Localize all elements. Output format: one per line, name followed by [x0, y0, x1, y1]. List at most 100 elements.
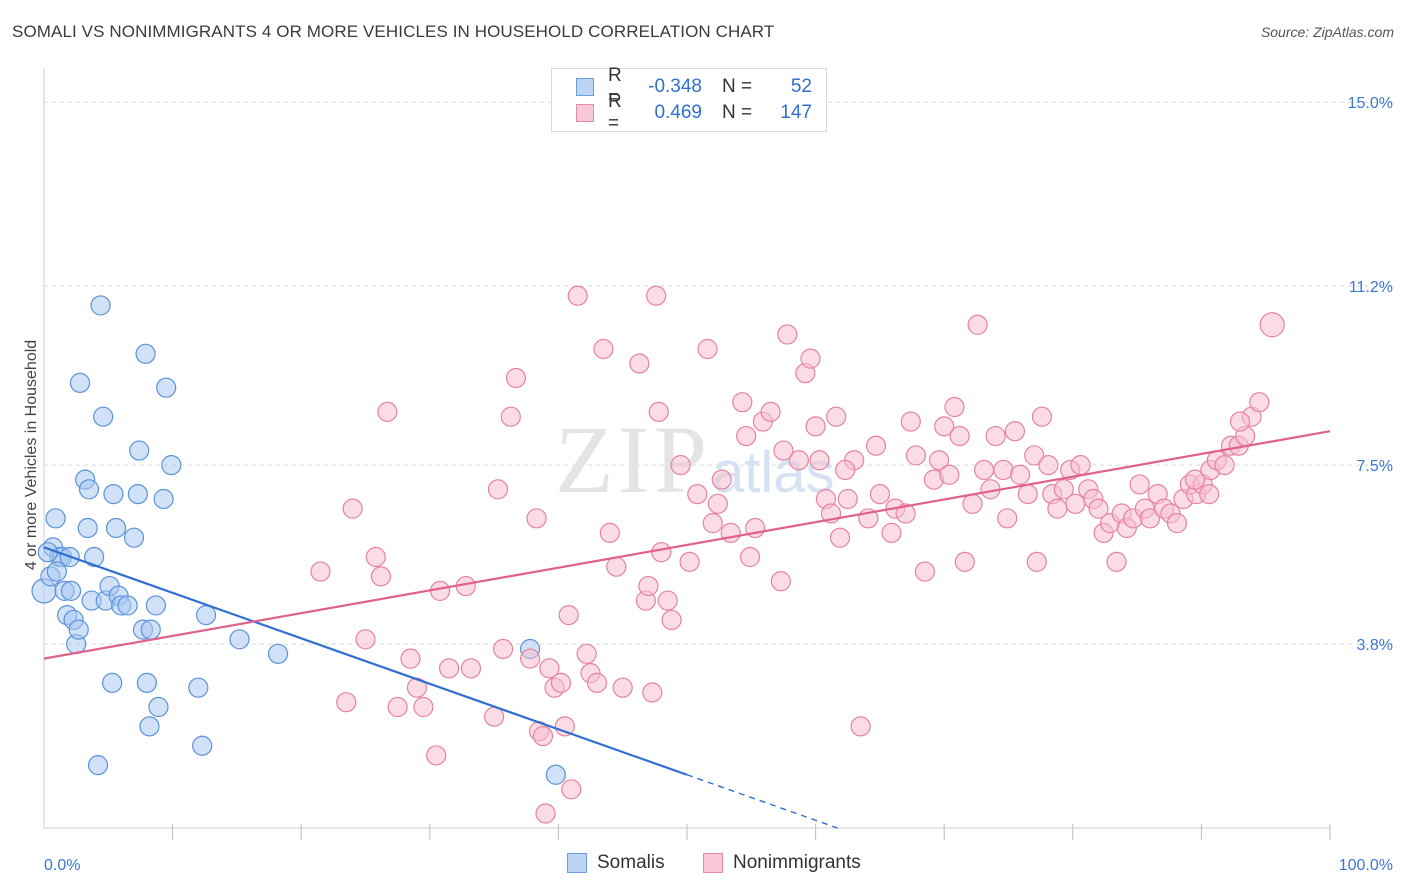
nonimmigrant-point	[1129, 474, 1150, 495]
nonimmigrant-point	[1139, 508, 1161, 529]
nonimmigrant-point	[1047, 498, 1068, 519]
nonimmigrant-swatch	[703, 853, 723, 873]
y-axis-label: 4 or more Vehicles in Household	[23, 340, 40, 570]
nonimmigrant-point	[1214, 454, 1235, 476]
y-tick-label: 3.8%	[1357, 637, 1393, 654]
y-tick-label: 15.0%	[1348, 95, 1393, 112]
nonimmigrant-point	[1031, 406, 1053, 427]
nonimmigrant-point	[426, 745, 447, 766]
nonimmigrant-point	[1024, 445, 1045, 466]
nonimmigrant-point	[532, 725, 554, 747]
nonimmigrant-point	[400, 648, 421, 669]
somali-point	[69, 372, 91, 393]
somali-point	[78, 479, 100, 500]
nonimmigrant-point	[1249, 392, 1270, 413]
n-value: 147	[780, 102, 812, 123]
nonimmigrant-point	[576, 643, 597, 664]
somali-point	[84, 546, 105, 568]
nonimmigrant-point	[661, 609, 682, 631]
somali-trend-line	[43, 546, 688, 776]
nonimmigrant-point	[900, 411, 921, 432]
nonimmigrant-point	[493, 638, 514, 660]
nonimmigrant-point	[914, 561, 936, 582]
somali-point	[161, 454, 182, 476]
somali-point	[188, 677, 209, 698]
nonimmigrant-point	[539, 658, 560, 679]
nonimmigrant-point	[638, 575, 659, 597]
somali-swatch	[576, 78, 594, 96]
legend-item-somalis[interactable]: Somalis	[567, 852, 665, 874]
somali-point	[139, 716, 160, 737]
r-value: -0.348	[648, 76, 702, 97]
source-label: Source: ZipAtlas.com	[1260, 24, 1394, 40]
nonimmigrant-point	[967, 314, 988, 335]
somali-point	[140, 619, 161, 640]
watermark-atlas: atlas	[712, 440, 835, 505]
nonimmigrant-point	[1229, 411, 1251, 432]
nonimmigrant-point	[739, 546, 761, 568]
nonimmigrant-point	[438, 658, 460, 679]
nonimmigrant-point	[944, 396, 965, 418]
nonimmigrant-point	[826, 406, 847, 427]
nonimmigrant-point	[805, 416, 826, 437]
nonimmigrant-point	[612, 677, 633, 698]
nonimmigrant-point	[336, 692, 357, 713]
nonimmigrant-point	[606, 556, 627, 577]
nonimmigrant-point	[1009, 464, 1031, 485]
nonimmigrant-point	[949, 425, 970, 447]
nonimmigrant-point	[835, 459, 856, 481]
somali-trend-extension	[686, 774, 842, 831]
somali-point	[229, 629, 250, 650]
nonimmigrant-point	[895, 503, 916, 524]
nonimmigrant-point	[342, 498, 363, 519]
nonimmigrant-point	[707, 493, 728, 514]
nonimmigrant-point	[642, 682, 663, 703]
somali-swatch	[567, 853, 587, 873]
somali-point	[102, 672, 123, 693]
somali-point	[156, 377, 177, 398]
nonimmigrant-point	[1199, 484, 1220, 505]
nonimmigrant-point	[310, 561, 331, 582]
nonimmigrant-point	[837, 488, 858, 510]
somali-point	[267, 643, 289, 664]
nonimmigrant-point	[962, 493, 983, 514]
series-legend: Somalis Nonimmigrants	[0, 852, 1406, 878]
nonimmigrant-point	[567, 285, 588, 306]
nonimmigrant-point	[561, 779, 582, 800]
somali-point	[90, 295, 111, 316]
x-tick-label: 100.0%	[1339, 857, 1393, 874]
nonimmigrant-point	[1026, 551, 1047, 572]
legend-item-nonimmigrants[interactable]: Nonimmigrants	[703, 852, 861, 874]
somali-point	[136, 672, 157, 693]
nonimmigrant-point	[865, 435, 887, 456]
nonimmigrant-swatch	[576, 104, 594, 122]
chart-title: SOMALI VS NONIMMIGRANTS 4 OR MORE VEHICL…	[12, 22, 775, 41]
nonimmigrant-point	[905, 445, 927, 466]
nonimmigrant-point	[760, 401, 781, 422]
nonimmigrant-point	[736, 425, 757, 447]
nonimmigrant-point	[770, 571, 791, 592]
nonimmigrant-point	[1184, 469, 1206, 490]
somali-point	[103, 484, 124, 505]
somali-point	[545, 764, 566, 785]
nonimmigrant-point	[939, 464, 960, 485]
nonimmigrant-point	[487, 479, 509, 500]
nonimmigrant-point	[520, 648, 541, 669]
nonimmigrant-point	[711, 469, 732, 490]
somali-point	[192, 735, 213, 756]
n-value: 52	[790, 76, 812, 97]
nonimmigrant-point	[599, 522, 620, 543]
nonimmigrant-point	[928, 450, 950, 471]
nonimmigrant-point	[702, 513, 723, 534]
nonimmigrant-point	[1038, 454, 1059, 476]
nonimmigrant-point	[651, 542, 672, 563]
nonimmigrant-point	[370, 566, 392, 587]
nonimmigrant-point	[1088, 498, 1109, 519]
nonimmigrant-point	[429, 580, 451, 602]
somali-point	[123, 527, 145, 548]
somali-point	[135, 343, 156, 364]
nonimmigrant-point	[973, 459, 995, 481]
nonimmigrant-point	[1166, 513, 1188, 534]
nonimmigrant-point	[526, 508, 547, 529]
